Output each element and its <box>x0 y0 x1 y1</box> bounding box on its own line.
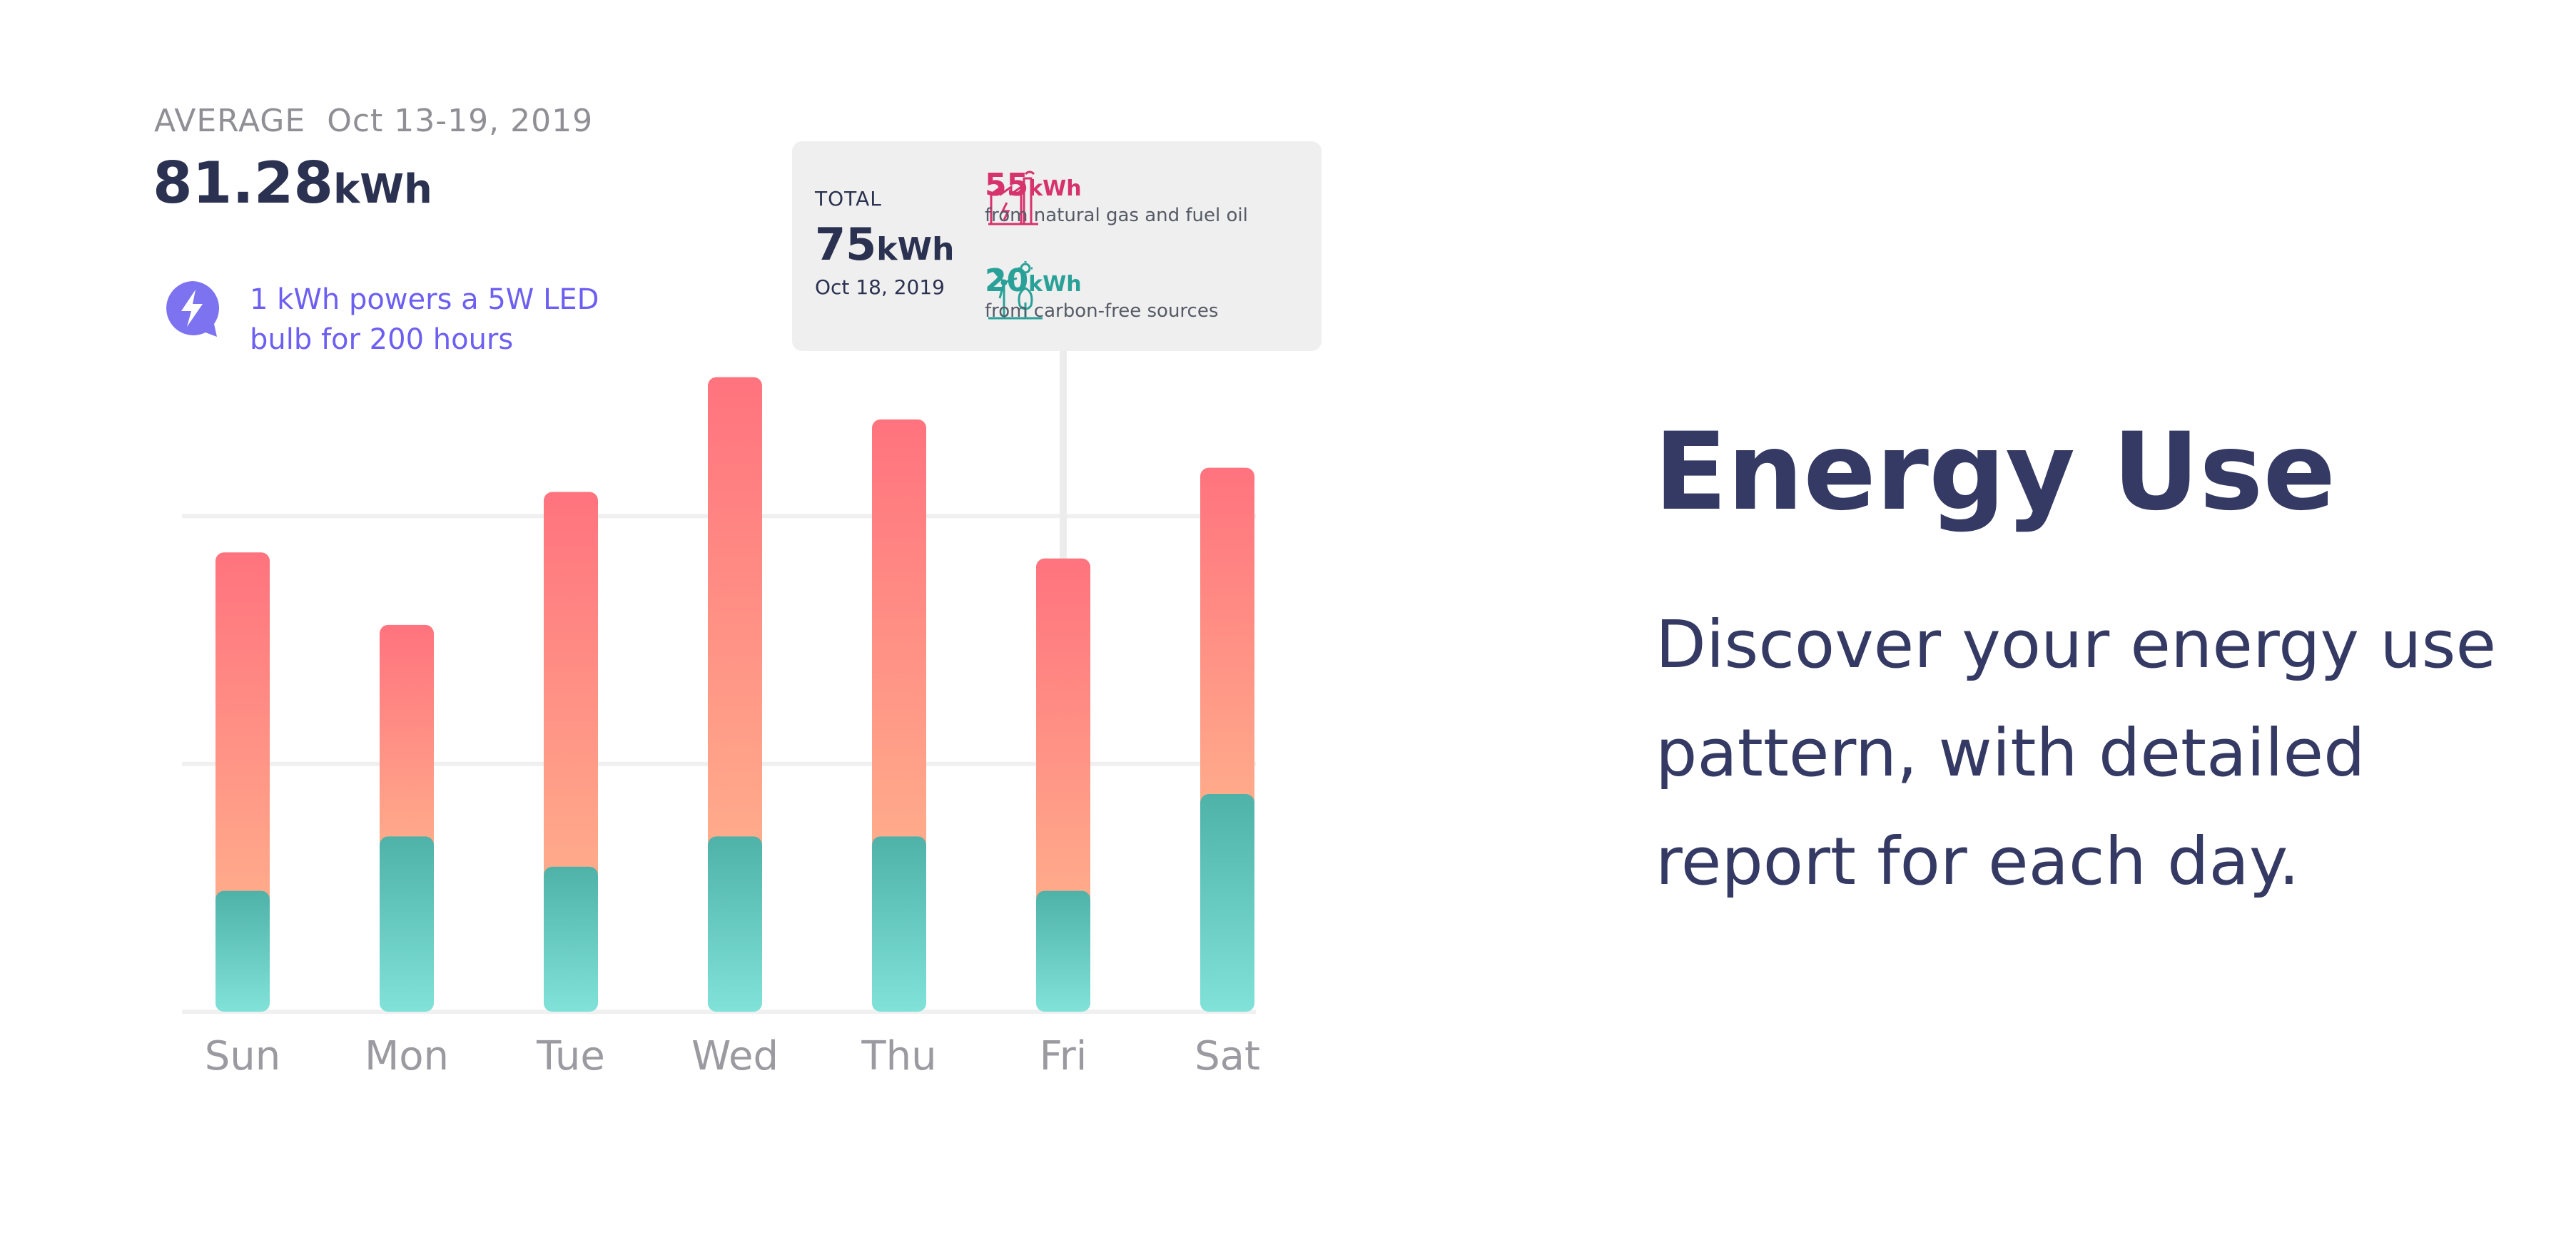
bar-clean-sun[interactable] <box>215 890 270 1012</box>
total-label: TOTAL <box>815 187 882 210</box>
fossil-desc: from natural gas and fuel oil <box>985 205 1248 226</box>
bar-clean-fri[interactable] <box>1036 890 1090 1012</box>
total-number: 75 <box>815 218 877 270</box>
fossil-number: 55 <box>985 167 1029 203</box>
bar-clean-wed[interactable] <box>708 836 762 1012</box>
clean-number: 20 <box>985 263 1029 299</box>
average-unit: kWh <box>333 166 432 213</box>
average-label: AVERAGE <box>154 103 306 139</box>
average-value: 81.28kWh <box>153 150 432 216</box>
bar-fossil-wed[interactable] <box>708 377 762 851</box>
fossil-unit: kWh <box>1028 176 1082 201</box>
bar-clean-mon[interactable] <box>380 836 434 1012</box>
average-number: 81.28 <box>153 150 334 216</box>
bar-fossil-sun[interactable] <box>215 552 270 905</box>
wind-turbine-icon <box>988 261 1043 320</box>
summary-header: AVERAGE Oct 13-19, 2019 <box>154 103 614 139</box>
bar-fossil-fri[interactable] <box>1036 558 1090 905</box>
tooltip-date: Oct 18, 2019 <box>815 275 945 299</box>
fossil-row: 55kWh from natural gas and fuel oil <box>985 167 1313 226</box>
total-unit: kWh <box>876 231 955 268</box>
clean-value: 20kWh <box>985 263 1313 299</box>
date-range: Oct 13-19, 2019 <box>327 103 594 139</box>
clean-row: 20kWh from carbon-free sources <box>985 263 1313 322</box>
total-value: 75kWh <box>815 218 954 270</box>
clean-desc: from carbon-free sources <box>985 300 1219 322</box>
tip-text: 1 kWh powers a 5W LED bulb for 200 hours <box>250 283 599 356</box>
bar-clean-tue[interactable] <box>544 866 598 1012</box>
day-label-tue: Tue <box>537 1033 605 1079</box>
page-title: Energy Use <box>1654 410 2336 534</box>
fossil-value: 55kWh <box>985 167 1313 203</box>
page-subtitle: Discover your energy use pattern, with d… <box>1655 606 2497 900</box>
day-label-fri: Fri <box>1039 1033 1087 1079</box>
day-label-thu: Thu <box>861 1033 937 1079</box>
tooltip-connector <box>1060 350 1067 561</box>
clean-unit: kWh <box>1028 272 1082 297</box>
bar-fossil-tue[interactable] <box>544 492 598 881</box>
bar-fossil-thu[interactable] <box>872 419 926 851</box>
factory-icon <box>988 171 1038 225</box>
bar-clean-thu[interactable] <box>872 836 926 1012</box>
lightning-bubble-icon <box>166 281 220 337</box>
energy-tip: 1 kWh powers a 5W LED bulb for 200 hours <box>164 280 621 360</box>
day-label-wed: Wed <box>691 1033 779 1079</box>
day-detail-tooltip: TOTAL 75kWh Oct 18, 2019 55kWh from natu… <box>792 141 1322 351</box>
bar-fossil-mon[interactable] <box>380 624 434 851</box>
bar-clean-sat[interactable] <box>1200 794 1254 1012</box>
day-label-sat: Sat <box>1195 1033 1260 1079</box>
bar-fossil-sat[interactable] <box>1200 467 1254 809</box>
day-label-mon: Mon <box>364 1033 450 1079</box>
day-label-sun: Sun <box>204 1033 281 1079</box>
